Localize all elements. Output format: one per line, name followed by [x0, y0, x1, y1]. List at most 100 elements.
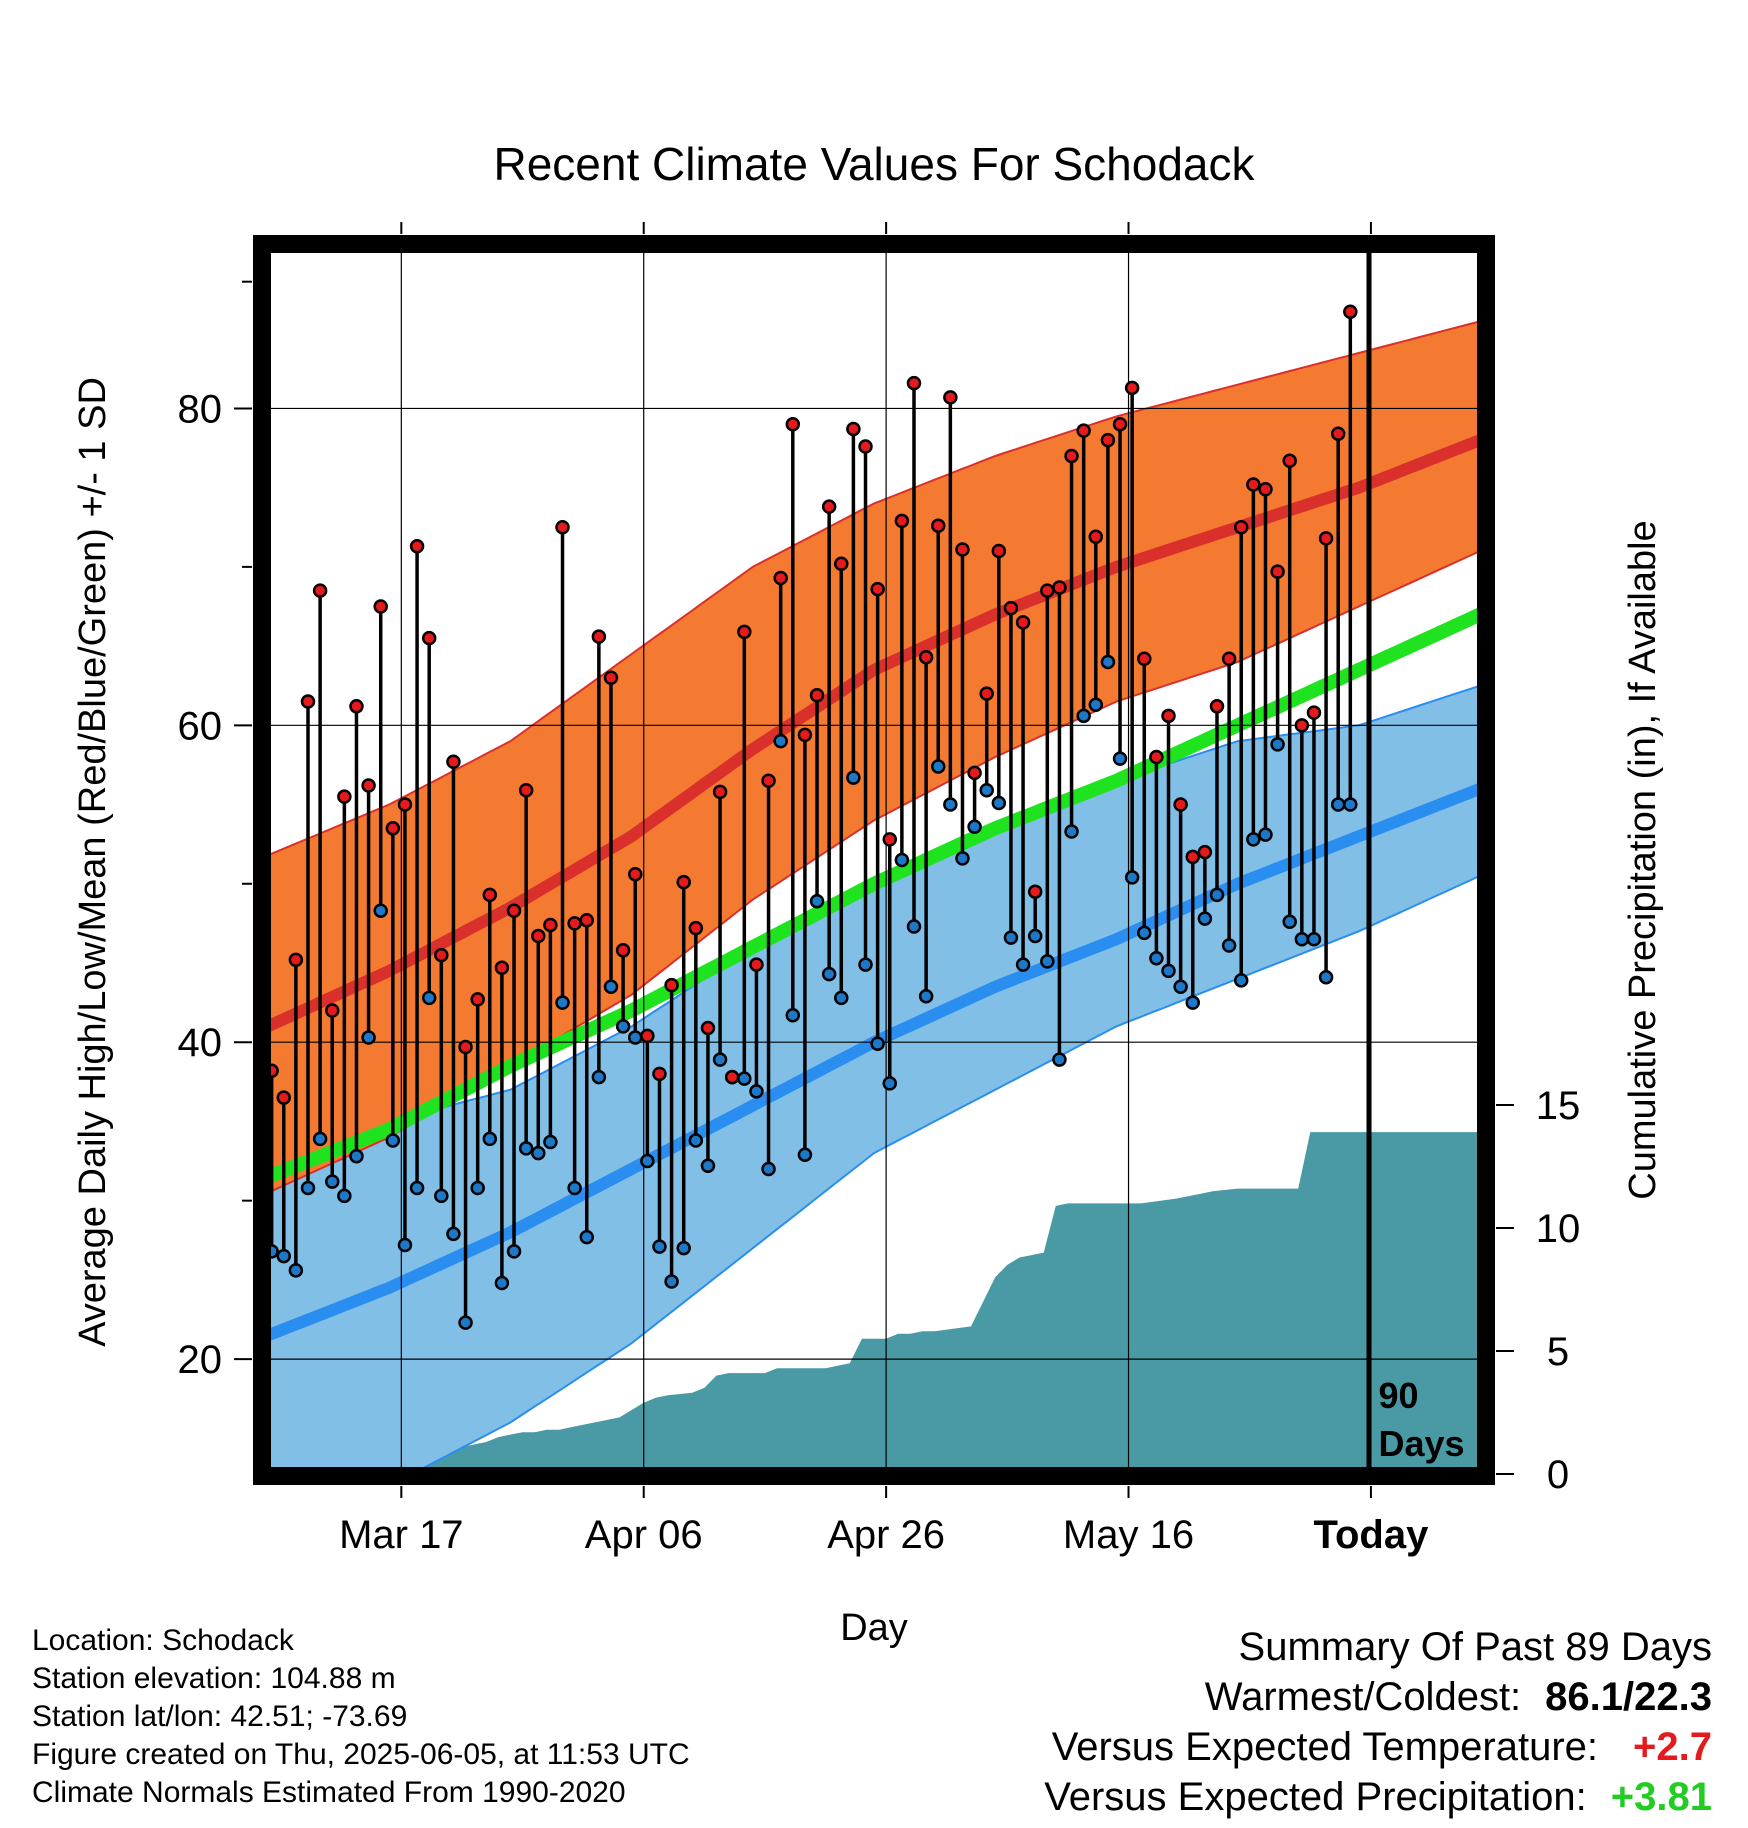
x-tick-label: May 16 — [1063, 1513, 1194, 1557]
daily-high-point — [276, 1090, 292, 1105]
daily-low-point — [531, 1145, 546, 1161]
precip-label: Versus Expected Precipitation: — [1044, 1775, 1587, 1819]
daily-low-point — [1197, 911, 1213, 926]
x-tick-label: Mar 17 — [339, 1513, 464, 1557]
daily-low-point — [761, 1161, 776, 1177]
daily-low-point — [846, 770, 861, 785]
daily-low-point — [555, 995, 570, 1010]
daily-low-point — [1209, 887, 1225, 903]
daily-low-point — [506, 1244, 522, 1259]
daily-low-point — [1306, 931, 1322, 947]
daily-high-point — [1100, 432, 1116, 448]
daily-low-point — [858, 957, 873, 972]
daily-low-point — [785, 1008, 801, 1023]
daily-low-point — [882, 1076, 898, 1091]
daily-low-point — [385, 1133, 401, 1148]
daily-low-point — [870, 1036, 885, 1052]
y-axis-label: Average Daily High/Low/Mean (Red/Blue/Gr… — [72, 377, 114, 1347]
daily-low-point — [627, 1030, 643, 1045]
daily-low-point — [737, 1071, 752, 1086]
daily-high-point — [930, 518, 946, 533]
daily-high-point — [1258, 481, 1273, 497]
daily-low-point — [1270, 737, 1285, 752]
daily-high-point — [821, 499, 837, 514]
precipitation-area — [394, 1132, 1480, 1470]
y2-axis-label: Cumulative Precipitation (in), If Availa… — [1622, 520, 1664, 1199]
daily-high-point — [834, 556, 849, 571]
daily-high-point — [518, 783, 534, 798]
daily-high-point — [1112, 417, 1128, 432]
daily-high-point — [543, 917, 558, 933]
daily-high-point — [1343, 304, 1358, 320]
daily-high-point — [809, 687, 825, 703]
daily-low-point — [288, 1263, 304, 1278]
precip-value: +3.81 — [1610, 1775, 1712, 1819]
daily-high-point — [1330, 426, 1346, 442]
y-tick-label: 20 — [178, 1338, 223, 1382]
daily-high-point — [1052, 580, 1067, 595]
daily-high-point — [955, 542, 970, 557]
daily-high-point — [421, 630, 437, 646]
temp-value: +2.7 — [1633, 1725, 1712, 1769]
daily-low-point — [918, 989, 934, 1004]
y-tick-label: 80 — [178, 387, 223, 431]
daily-high-point — [1149, 749, 1164, 765]
daily-high-point — [991, 543, 1007, 559]
daily-high-point — [1015, 615, 1031, 630]
low-sd-lower-edge — [417, 874, 1480, 1470]
daily-high-point — [1161, 708, 1176, 724]
daily-high-point — [591, 629, 607, 644]
daily-high-point — [652, 1066, 667, 1082]
daily-low-point — [1318, 969, 1334, 985]
daily-high-point — [943, 390, 958, 405]
daily-high-point — [1137, 651, 1152, 667]
summary-panel: Summary Of Past 89 Days Warmest/Coldest:… — [1044, 1622, 1712, 1822]
station-info: Location: Schodack Station elevation: 10… — [32, 1622, 690, 1812]
daily-high-point — [1185, 849, 1201, 865]
daily-high-point — [870, 581, 885, 597]
daily-low-point — [373, 903, 388, 918]
daily-low-point — [1294, 931, 1310, 947]
daily-low-point — [1003, 930, 1019, 945]
daily-low-point — [434, 1188, 449, 1204]
location-text: Location: Schodack — [32, 1624, 294, 1657]
daily-high-point — [615, 943, 631, 958]
daily-high-point — [1233, 520, 1249, 535]
daily-low-point — [749, 1084, 764, 1099]
daily-high-point — [1124, 380, 1140, 396]
daily-high-point — [676, 874, 691, 890]
daily-high-point — [858, 439, 873, 454]
daily-low-point — [1027, 928, 1043, 944]
y-tick-label: 60 — [178, 704, 223, 748]
daily-high-point — [1306, 705, 1322, 720]
daily-low-point — [1221, 938, 1237, 953]
daily-low-point — [712, 1052, 728, 1067]
daily-high-point — [918, 649, 934, 665]
elevation-text: Station elevation: 104.88 m — [32, 1662, 396, 1695]
daily-high-point — [761, 773, 776, 789]
daily-high-point — [1294, 718, 1310, 733]
daily-high-point — [494, 960, 510, 975]
plot-area: 90 Days — [268, 250, 1480, 1470]
x-tick-label: Apr 26 — [827, 1513, 945, 1557]
daily-low-point — [1185, 995, 1201, 1010]
daily-high-point — [397, 797, 413, 812]
daily-high-point — [1173, 797, 1188, 812]
daily-high-point — [446, 754, 461, 770]
daily-high-point — [749, 957, 764, 972]
daily-high-point — [773, 570, 788, 586]
daily-high-point — [458, 1039, 473, 1055]
daily-high-point — [324, 1003, 340, 1018]
daily-low-point — [324, 1174, 340, 1189]
daily-high-point — [700, 1020, 716, 1036]
daily-high-point — [627, 867, 643, 882]
daily-high-point — [312, 583, 328, 598]
daily-low-point — [1137, 925, 1152, 941]
daily-high-point — [603, 670, 619, 686]
daily-high-point — [361, 778, 376, 793]
daily-low-point — [603, 979, 619, 995]
daily-high-point — [1318, 531, 1334, 546]
daily-high-point — [1027, 884, 1043, 899]
daily-low-point — [409, 1180, 425, 1196]
daily-low-point — [809, 893, 825, 909]
